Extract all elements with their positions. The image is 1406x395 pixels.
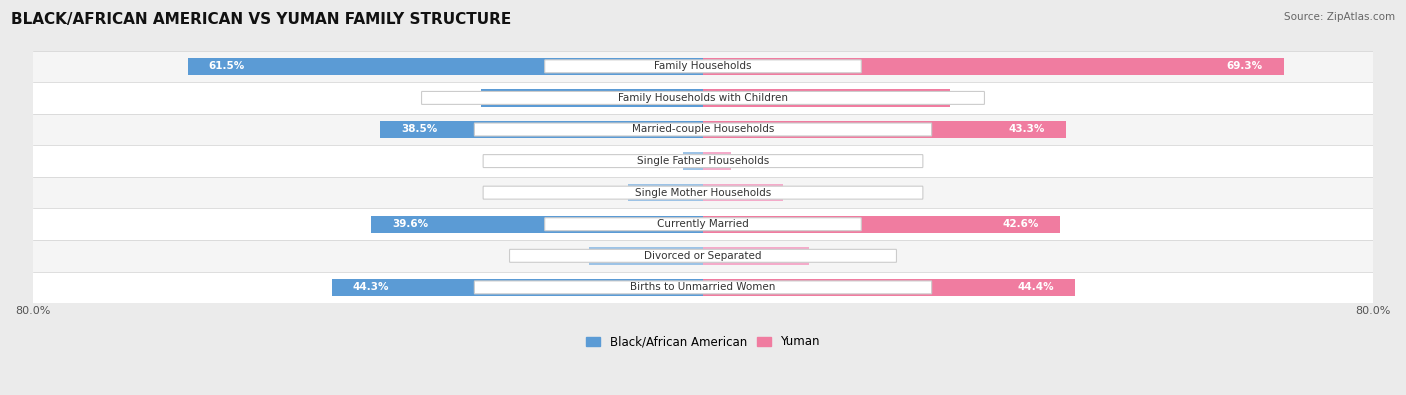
Text: 42.6%: 42.6% xyxy=(1002,219,1039,229)
Bar xyxy=(703,121,1066,138)
Text: 29.5%: 29.5% xyxy=(893,93,929,103)
Text: Currently Married: Currently Married xyxy=(657,219,749,229)
Bar xyxy=(371,216,703,233)
Text: 38.5%: 38.5% xyxy=(401,124,437,135)
Bar xyxy=(703,152,731,170)
Text: 39.6%: 39.6% xyxy=(392,219,429,229)
Bar xyxy=(481,89,703,107)
Bar xyxy=(187,58,703,75)
Bar xyxy=(703,184,783,201)
Bar xyxy=(703,89,950,107)
Bar xyxy=(332,279,703,296)
Text: 26.5%: 26.5% xyxy=(502,93,538,103)
Bar xyxy=(32,272,1374,303)
Text: 9.6%: 9.6% xyxy=(792,188,818,198)
Bar xyxy=(381,121,703,138)
FancyBboxPatch shape xyxy=(544,218,862,231)
Text: 12.6%: 12.6% xyxy=(817,251,851,261)
FancyBboxPatch shape xyxy=(544,60,862,73)
FancyBboxPatch shape xyxy=(484,154,922,167)
Bar xyxy=(627,184,703,201)
Bar xyxy=(683,152,703,170)
Text: 69.3%: 69.3% xyxy=(1226,61,1263,71)
FancyBboxPatch shape xyxy=(422,92,984,104)
Text: 61.5%: 61.5% xyxy=(208,61,245,71)
Bar xyxy=(32,209,1374,240)
Text: 2.4%: 2.4% xyxy=(648,156,675,166)
Text: 3.3%: 3.3% xyxy=(740,156,765,166)
Text: Single Father Households: Single Father Households xyxy=(637,156,769,166)
Bar xyxy=(32,114,1374,145)
Bar xyxy=(703,279,1076,296)
FancyBboxPatch shape xyxy=(484,186,922,199)
Text: Married-couple Households: Married-couple Households xyxy=(631,124,775,135)
Text: 43.3%: 43.3% xyxy=(1008,124,1045,135)
Legend: Black/African American, Yuman: Black/African American, Yuman xyxy=(582,331,824,353)
Text: Births to Unmarried Women: Births to Unmarried Women xyxy=(630,282,776,292)
Bar xyxy=(703,216,1060,233)
FancyBboxPatch shape xyxy=(474,123,932,136)
Text: 44.3%: 44.3% xyxy=(353,282,389,292)
Text: Family Households: Family Households xyxy=(654,61,752,71)
Text: 13.6%: 13.6% xyxy=(547,251,581,261)
Text: 44.4%: 44.4% xyxy=(1018,282,1054,292)
Text: Family Households with Children: Family Households with Children xyxy=(619,93,787,103)
Bar xyxy=(32,51,1374,82)
Text: Source: ZipAtlas.com: Source: ZipAtlas.com xyxy=(1284,12,1395,22)
Bar xyxy=(703,58,1284,75)
Text: Single Mother Households: Single Mother Households xyxy=(636,188,770,198)
Bar xyxy=(32,82,1374,114)
Text: Divorced or Separated: Divorced or Separated xyxy=(644,251,762,261)
Bar xyxy=(32,145,1374,177)
Text: 9.0%: 9.0% xyxy=(593,188,619,198)
Bar xyxy=(32,240,1374,272)
Bar xyxy=(703,247,808,265)
FancyBboxPatch shape xyxy=(474,281,932,294)
Bar xyxy=(589,247,703,265)
FancyBboxPatch shape xyxy=(509,249,897,262)
Text: BLACK/AFRICAN AMERICAN VS YUMAN FAMILY STRUCTURE: BLACK/AFRICAN AMERICAN VS YUMAN FAMILY S… xyxy=(11,12,512,27)
Bar xyxy=(32,177,1374,209)
